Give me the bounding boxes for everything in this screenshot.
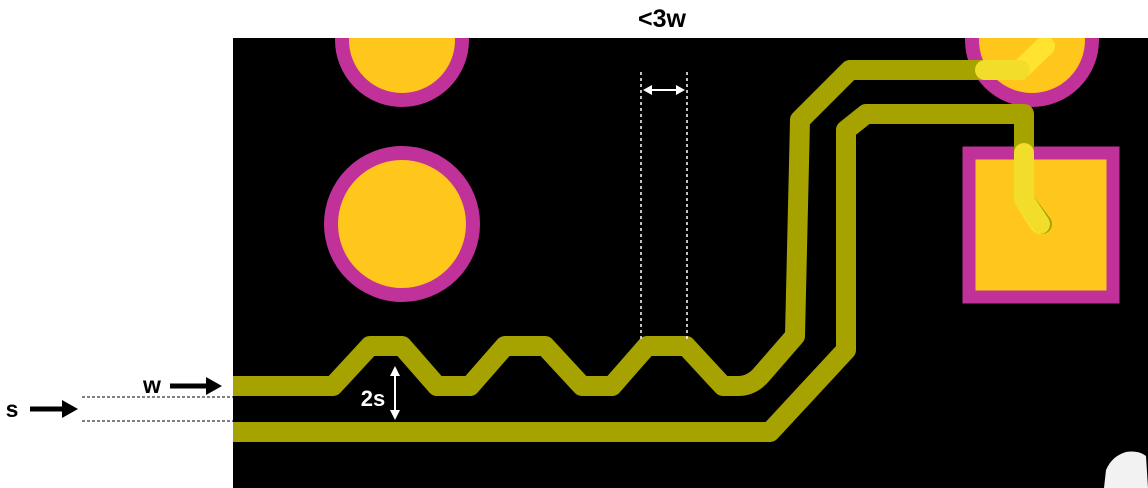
s-arrow: [30, 400, 78, 418]
label-top-spacing: <3w: [638, 5, 687, 33]
trace-overlap-highlight: [975, 38, 1055, 80]
serpentine-trace: [233, 60, 1030, 396]
label-trace-width: w: [142, 372, 161, 398]
gap-arrow: [390, 366, 400, 420]
trace-pad-highlight: [1014, 143, 1050, 234]
via-middle-left: [324, 146, 480, 302]
square-pad: [962, 146, 1120, 304]
label-serpentine-gap: 2s: [361, 386, 385, 411]
corner-logo-icon: [1104, 451, 1148, 488]
width-arrow: [643, 85, 685, 95]
via-top-left: [335, 38, 469, 107]
w-arrow: [170, 377, 222, 395]
label-trace-spacing: s: [6, 396, 19, 422]
